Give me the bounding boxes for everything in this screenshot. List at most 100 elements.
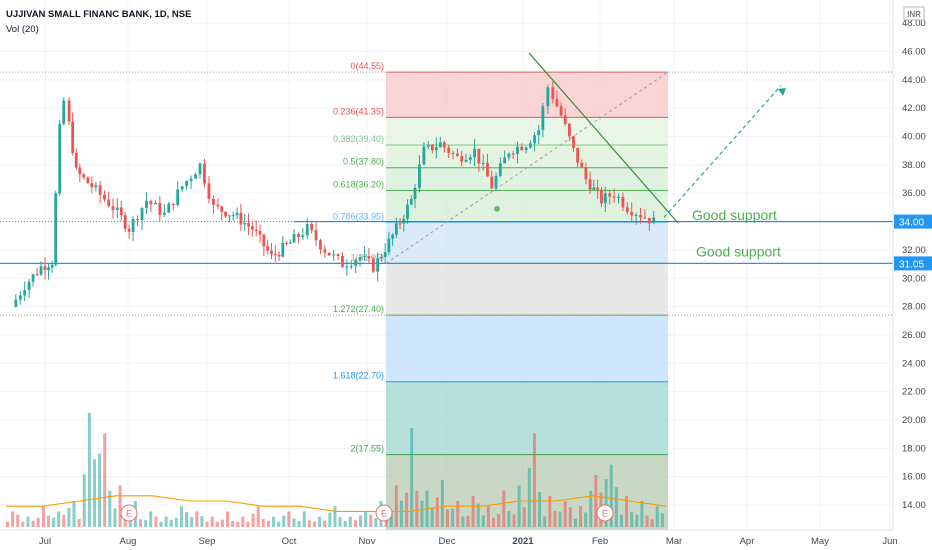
volume-bar bbox=[67, 507, 71, 527]
candle-body bbox=[90, 183, 94, 188]
candle-body bbox=[74, 153, 78, 168]
candle-body bbox=[647, 218, 651, 224]
volume-bar bbox=[312, 521, 316, 527]
volume-bar bbox=[338, 517, 342, 527]
projection-arrow-line bbox=[663, 85, 782, 218]
volume-bar bbox=[517, 485, 521, 527]
candle-body bbox=[402, 218, 406, 224]
volume-bar bbox=[630, 512, 634, 527]
candle-body bbox=[198, 163, 202, 175]
candle-body bbox=[422, 146, 426, 165]
volume-bar bbox=[159, 521, 163, 527]
price-badge-label: 34.00 bbox=[899, 218, 924, 229]
candle-body bbox=[341, 256, 344, 268]
candle-body bbox=[498, 163, 502, 176]
candle-body bbox=[563, 115, 567, 124]
volume-bar bbox=[420, 500, 424, 527]
candle-body bbox=[180, 186, 184, 190]
candle-body bbox=[473, 148, 476, 158]
candle-body bbox=[220, 206, 224, 212]
volume-bar bbox=[154, 516, 158, 527]
candle-body bbox=[358, 257, 362, 261]
candle-body bbox=[567, 123, 571, 137]
price-tick-label: 28.00 bbox=[902, 302, 926, 313]
candle-body bbox=[207, 183, 211, 199]
fib-zone bbox=[386, 117, 668, 146]
volume-bar bbox=[297, 521, 301, 527]
fib-trend-line bbox=[385, 71, 669, 264]
volume-bar bbox=[343, 520, 347, 527]
fib-level-label: 0.236(41.35) bbox=[333, 106, 384, 116]
candle-body bbox=[451, 152, 455, 154]
volume-bar bbox=[497, 513, 501, 527]
fib-level-label: 0.5(37.80) bbox=[343, 157, 384, 167]
volume-bar bbox=[466, 515, 470, 527]
candle-body bbox=[323, 249, 327, 253]
volume-bar bbox=[389, 513, 393, 527]
candle-body bbox=[503, 157, 507, 164]
price-tick-label: 26.00 bbox=[902, 330, 926, 341]
candle-body bbox=[426, 144, 430, 147]
fib-zone bbox=[386, 190, 668, 223]
volume-bar bbox=[486, 506, 490, 527]
price-badge-label: 31.05 bbox=[899, 259, 924, 270]
candle-body bbox=[62, 100, 66, 124]
downtrend-line bbox=[528, 52, 679, 224]
candle-body bbox=[434, 147, 438, 151]
candle-body bbox=[584, 167, 588, 180]
volume-bar bbox=[451, 508, 455, 527]
volume-bar bbox=[399, 500, 403, 527]
volume-bar bbox=[87, 412, 91, 527]
volume-bar bbox=[77, 519, 81, 527]
time-tick-label: Aug bbox=[120, 536, 137, 547]
volume-bar bbox=[236, 521, 240, 527]
candle-body bbox=[127, 228, 131, 232]
volume-bar bbox=[635, 514, 639, 527]
fib-zone bbox=[386, 145, 668, 168]
volume-bar bbox=[461, 516, 465, 527]
candle-body bbox=[145, 200, 148, 209]
candle-body bbox=[447, 147, 451, 153]
candle-body bbox=[608, 193, 612, 197]
candle-body bbox=[136, 218, 139, 221]
price-axis: 14.00 16.00 18.00 20.00 22.00 24.00 26.00 28.00… bbox=[892, 0, 932, 530]
time-tick-label: Sep bbox=[199, 536, 216, 547]
price-tick-label: 24.00 bbox=[902, 358, 926, 369]
volume-bar bbox=[323, 520, 327, 527]
volume-bar bbox=[527, 468, 531, 527]
price-tick-label: 14.00 bbox=[902, 500, 926, 511]
candle-body bbox=[455, 153, 459, 156]
volume-bar bbox=[374, 517, 378, 527]
candle-body bbox=[297, 234, 300, 238]
candle-body bbox=[94, 185, 98, 188]
time-tick-label: Feb bbox=[592, 536, 608, 547]
volume-bar bbox=[307, 520, 311, 527]
candle-body bbox=[131, 218, 135, 232]
candle-body bbox=[529, 143, 532, 148]
candle-body bbox=[617, 196, 620, 198]
volume-bar bbox=[57, 511, 61, 527]
candle-body bbox=[555, 99, 559, 107]
price-tick-label: 38.00 bbox=[902, 160, 926, 171]
fibonacci-retracement: 0(44.55) 0.236(41.35) 0.382(39.40) 0.5(37.8… bbox=[333, 61, 668, 531]
candle-body bbox=[107, 199, 111, 207]
candle-body bbox=[31, 274, 35, 282]
candle-body bbox=[418, 164, 421, 188]
candle-body bbox=[430, 144, 434, 151]
volume-bar bbox=[108, 490, 112, 527]
earnings-event-icon bbox=[375, 504, 393, 522]
candle-body bbox=[301, 235, 305, 238]
candle-body bbox=[67, 100, 71, 122]
candle-body bbox=[464, 159, 468, 162]
candle-body bbox=[413, 187, 417, 200]
fib-level-label: 0(44.55) bbox=[350, 61, 384, 71]
volume-indicator-label[interactable]: Vol (20) bbox=[6, 24, 39, 35]
volume-bar bbox=[415, 490, 419, 527]
candle-body bbox=[371, 258, 375, 272]
candle-body bbox=[239, 212, 243, 225]
candle-body bbox=[247, 223, 250, 227]
volume-bar bbox=[16, 514, 20, 527]
volume-bar bbox=[568, 507, 572, 527]
volume-bar bbox=[359, 515, 363, 527]
